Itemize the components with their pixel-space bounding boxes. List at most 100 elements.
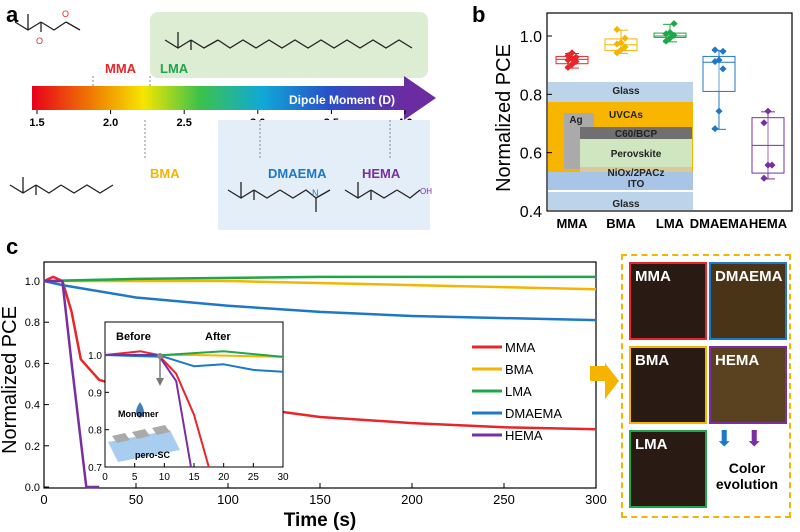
panel-label-c: c [6, 234, 19, 259]
c-xtick-label: 250 [493, 492, 515, 507]
photo-hema: HEMA [709, 346, 787, 424]
data-point [719, 65, 727, 73]
b-xtick-label: BMA [606, 216, 636, 231]
stack-label: Glass [612, 86, 640, 97]
inset-before: Before [116, 331, 151, 343]
oh-label: OH [420, 187, 432, 196]
series-line-hema [105, 354, 192, 468]
stack-layer [548, 192, 693, 210]
n-label: N [312, 188, 319, 198]
b-ylabel: Normalized PCE [493, 44, 515, 192]
photo-bma: BMA [629, 346, 707, 424]
arrow-down-blue-icon: ⬇ [715, 426, 734, 451]
inset-pero-sc: pero-SC [135, 450, 171, 460]
data-point [621, 43, 629, 51]
inset-ytick-label: 1.0 [88, 351, 102, 362]
dmaema-highlight [218, 120, 430, 230]
label-bma: BMA [150, 166, 180, 181]
series-line-hema [44, 279, 100, 489]
series-line-mma [104, 350, 210, 468]
c-ytick-label: 1.0 [25, 276, 40, 288]
lma-highlight [150, 12, 428, 78]
arrow-right-icon [605, 363, 619, 399]
data-point [666, 28, 674, 36]
data-point [715, 56, 723, 64]
stack-label: UVCAs [609, 110, 643, 121]
series-line-bma [44, 279, 597, 291]
data-point [711, 125, 719, 133]
stack-label: C60/BCP [615, 129, 658, 140]
arrow-down-purple-icon: ⬇ [745, 426, 764, 451]
b-ytick-label: 1.0 [520, 29, 542, 46]
label-hema: HEMA [362, 166, 401, 181]
scale-title: Dipole Moment (D) [289, 93, 395, 107]
c-ytick-label: 0.8 [25, 317, 40, 329]
photo-mma: MMA [629, 262, 707, 340]
scale-tick-label: 2.5 [177, 117, 192, 129]
c-ytick-label: 0.0 [25, 482, 40, 494]
line-chart: Normalized PCE Time (s) 0 50 100 150 200 250 3… [0, 261, 607, 531]
series-line-lma [43, 275, 596, 283]
inset-after: After [205, 331, 231, 343]
label-mma: MMA [105, 61, 137, 76]
legend-label: BMA [505, 362, 534, 377]
b-xtick-label: DMAEMA [690, 216, 749, 231]
data-point [621, 34, 629, 42]
c-xtick-label: 300 [585, 492, 607, 507]
label-lma: LMA [160, 61, 189, 76]
inset-ytick-label: 0.9 [88, 388, 102, 399]
inset-xtick-label: 25 [248, 472, 260, 483]
photo-lma: LMA [629, 430, 707, 508]
inset-xtick-label: 0 [102, 472, 108, 483]
legend-label: LMA [505, 384, 532, 399]
stack-label: ITO [628, 179, 645, 190]
svg-text:O: O [36, 36, 43, 46]
c-ytick-label: 0.2 [25, 441, 40, 453]
c-xtick-label: 0 [40, 492, 47, 507]
dipole-scale-panel: Dipole Moment (D) 1.52.02.53.03.54.0 O O… [9, 9, 436, 230]
b-xtick-label: HEMA [749, 216, 788, 231]
inset-xtick-label: 5 [132, 472, 138, 483]
series-line-dmaema [104, 354, 284, 373]
svg-text:O: O [62, 9, 69, 19]
c-ytick-label: 0.6 [25, 358, 40, 370]
data-point [572, 53, 580, 61]
data-point [670, 20, 678, 28]
arrow-head [404, 76, 436, 120]
data-point [764, 107, 772, 115]
c-xtick-label: 50 [129, 492, 143, 507]
data-point [760, 119, 768, 127]
scale-tick-label: 2.0 [103, 117, 118, 129]
stack-label: Glass [612, 199, 640, 210]
data-point [768, 161, 776, 169]
scale-tick-label: 1.5 [29, 117, 44, 129]
c-ylabel: Normalized PCE [0, 306, 21, 454]
c-xtick-label: 100 [217, 492, 239, 507]
arrow-shaft [590, 366, 606, 381]
data-point [617, 39, 625, 47]
legend-label: DMAEMA [505, 406, 562, 421]
box-plot: Normalized PCE Glass UVCAs Ag C60/BCP Perovs… [493, 12, 793, 231]
c-xtick-label: 200 [401, 492, 423, 507]
stack-layer [548, 82, 693, 102]
inset-ytick-label: 0.8 [88, 426, 102, 437]
b-ytick-label: 0.6 [520, 146, 542, 163]
data-point [764, 161, 772, 169]
legend-label: HEMA [505, 428, 543, 443]
c-xtick-label: 150 [309, 492, 331, 507]
b-xtick-label: LMA [656, 216, 685, 231]
color-evolution-caption: Color evolution [715, 460, 779, 492]
inset-xtick-label: 30 [277, 472, 289, 483]
series-line-dmaema [43, 279, 597, 322]
inset-xtick-label: 10 [159, 472, 171, 483]
data-point [613, 25, 621, 33]
data-point [711, 46, 719, 54]
b-ytick-label: 0.8 [520, 87, 542, 104]
label-dmaema: DMAEMA [268, 166, 327, 181]
inset-xtick-label: 20 [218, 472, 230, 483]
b-ytick-label: 0.4 [520, 204, 542, 221]
data-point [719, 47, 727, 55]
b-xtick-label: MMA [556, 216, 588, 231]
data-point [760, 174, 768, 182]
inset-ytick-label: 0.7 [88, 463, 102, 474]
